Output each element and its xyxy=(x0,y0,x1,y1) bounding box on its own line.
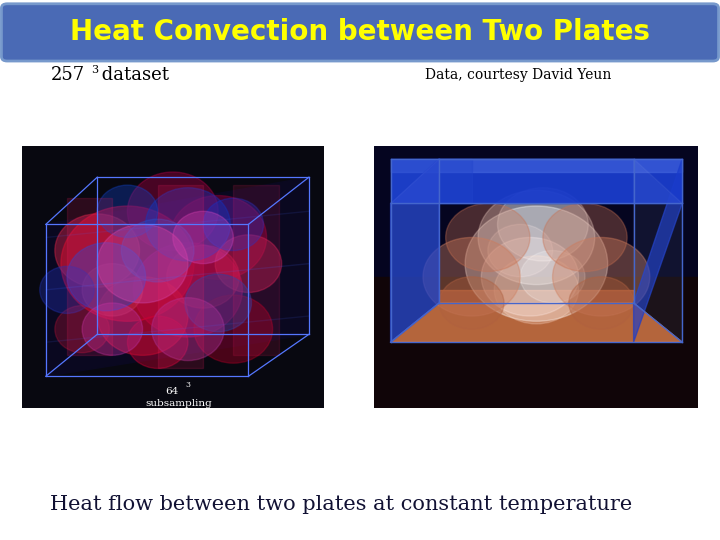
Circle shape xyxy=(194,295,273,363)
Circle shape xyxy=(97,185,158,238)
Circle shape xyxy=(152,298,224,361)
Circle shape xyxy=(215,235,282,293)
Circle shape xyxy=(61,206,194,321)
Circle shape xyxy=(55,214,140,287)
Circle shape xyxy=(97,276,188,355)
Polygon shape xyxy=(374,276,698,408)
Text: 64: 64 xyxy=(166,388,179,396)
Circle shape xyxy=(170,195,266,279)
Polygon shape xyxy=(634,159,683,342)
Circle shape xyxy=(569,276,634,329)
Polygon shape xyxy=(391,159,439,342)
Circle shape xyxy=(67,242,145,311)
Circle shape xyxy=(478,190,595,285)
Polygon shape xyxy=(391,159,472,204)
Circle shape xyxy=(145,188,230,261)
Polygon shape xyxy=(46,316,309,342)
Circle shape xyxy=(482,238,579,316)
Polygon shape xyxy=(67,198,112,355)
Text: subsampling: subsampling xyxy=(145,399,212,408)
Polygon shape xyxy=(391,159,683,204)
Polygon shape xyxy=(374,146,698,408)
Circle shape xyxy=(423,238,521,316)
Polygon shape xyxy=(158,185,203,368)
Circle shape xyxy=(40,266,94,313)
Polygon shape xyxy=(233,185,279,355)
Circle shape xyxy=(55,306,109,353)
Circle shape xyxy=(465,206,608,321)
Circle shape xyxy=(446,204,530,272)
Circle shape xyxy=(127,316,188,368)
Text: 3: 3 xyxy=(91,64,98,75)
FancyBboxPatch shape xyxy=(1,4,719,61)
Circle shape xyxy=(167,245,239,308)
Polygon shape xyxy=(46,211,309,238)
Text: Heat flow between two plates at constant temperature: Heat flow between two plates at constant… xyxy=(50,495,633,515)
Text: Data, courtesy David Yeun: Data, courtesy David Yeun xyxy=(426,68,611,82)
Polygon shape xyxy=(391,159,439,342)
Polygon shape xyxy=(22,146,324,408)
Circle shape xyxy=(97,225,188,303)
Circle shape xyxy=(82,303,143,355)
Text: dataset: dataset xyxy=(96,66,168,84)
Polygon shape xyxy=(439,290,634,303)
Polygon shape xyxy=(634,159,683,342)
Circle shape xyxy=(173,211,233,264)
Circle shape xyxy=(122,219,194,282)
Polygon shape xyxy=(391,159,683,172)
Circle shape xyxy=(553,238,650,316)
Text: 257: 257 xyxy=(50,66,84,84)
Polygon shape xyxy=(46,264,309,290)
Circle shape xyxy=(495,256,579,324)
Circle shape xyxy=(521,251,585,303)
Circle shape xyxy=(439,276,504,329)
Circle shape xyxy=(543,204,627,272)
Circle shape xyxy=(203,198,264,251)
Text: 3: 3 xyxy=(185,381,190,389)
Circle shape xyxy=(488,225,553,276)
Circle shape xyxy=(498,188,588,261)
Circle shape xyxy=(133,242,243,337)
Circle shape xyxy=(185,274,251,332)
Polygon shape xyxy=(391,303,683,342)
Polygon shape xyxy=(46,177,309,376)
Circle shape xyxy=(82,264,143,316)
Text: Heat Convection between Two Plates: Heat Convection between Two Plates xyxy=(70,18,650,46)
Circle shape xyxy=(127,172,218,251)
Polygon shape xyxy=(391,303,683,342)
